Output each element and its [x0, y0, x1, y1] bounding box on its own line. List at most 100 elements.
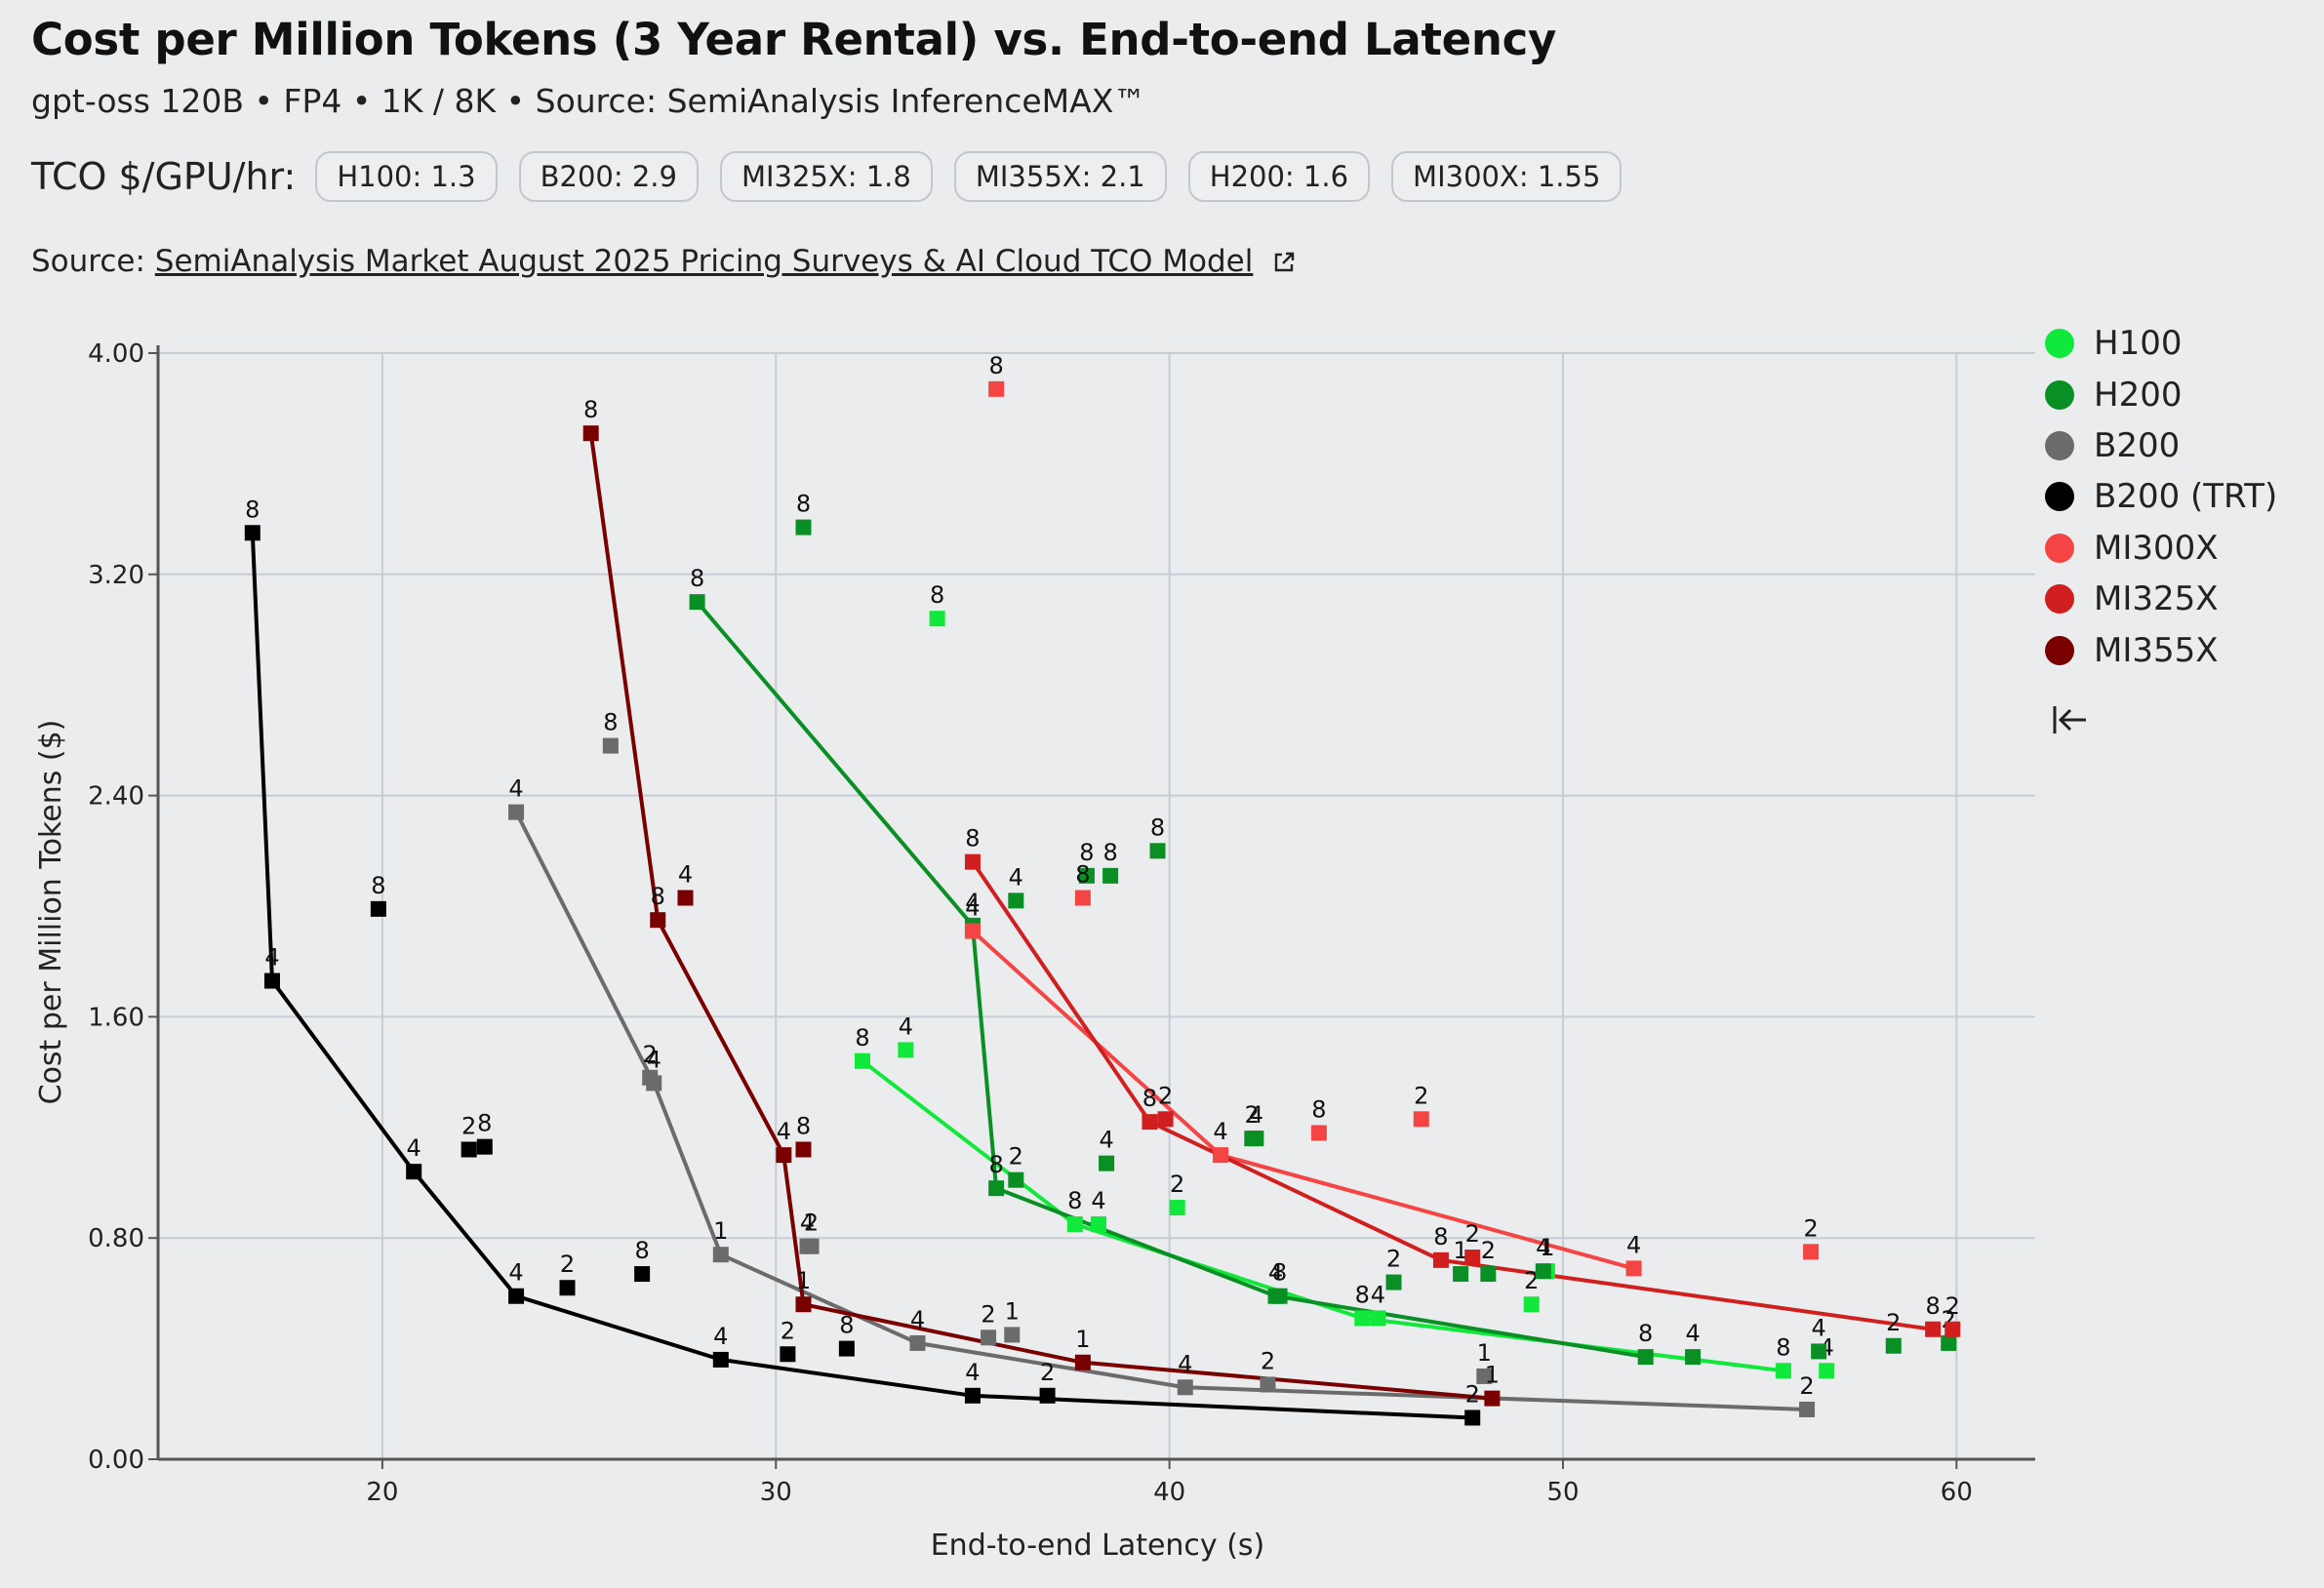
data-point-h200[interactable]	[795, 519, 812, 536]
data-point-b200[interactable]	[646, 1075, 662, 1092]
data-point-mi355x[interactable]	[582, 425, 599, 442]
data-point-b200[interactable]	[803, 1238, 820, 1254]
data-point-b200-trt[interactable]	[712, 1351, 729, 1368]
data-point-h200[interactable]	[1637, 1349, 1654, 1366]
data-point-mi355x[interactable]	[795, 1141, 812, 1158]
data-point-mi325x[interactable]	[964, 854, 981, 870]
data-point-h100[interactable]	[1354, 1310, 1371, 1327]
data-point-h200[interactable]	[1685, 1349, 1702, 1366]
legend-item-mi355x[interactable]: MI355X	[2045, 624, 2277, 675]
data-point-h200[interactable]	[1078, 867, 1095, 884]
data-point-h100[interactable]	[1775, 1363, 1791, 1379]
data-point-h100[interactable]	[929, 611, 945, 627]
data-point-h200[interactable]	[1480, 1266, 1497, 1283]
data-point-h200[interactable]	[1941, 1334, 1957, 1351]
data-point-b200-trt[interactable]	[1464, 1409, 1481, 1426]
data-point-b200-trt[interactable]	[964, 1387, 981, 1404]
data-point-b200[interactable]	[1177, 1379, 1193, 1396]
data-point-h100[interactable]	[1370, 1310, 1386, 1327]
data-point-mi300x[interactable]	[1310, 1125, 1327, 1141]
data-point-h200[interactable]	[1385, 1274, 1402, 1290]
data-point-h200[interactable]	[1008, 893, 1024, 909]
data-point-h200[interactable]	[1811, 1343, 1827, 1360]
legend-item-mi300x[interactable]: MI300X	[2045, 523, 2277, 574]
data-point-b200[interactable]	[1260, 1376, 1276, 1393]
point-label: 4	[965, 889, 980, 916]
data-point-b200-trt[interactable]	[508, 1288, 525, 1304]
data-point-mi300x[interactable]	[1803, 1244, 1820, 1260]
data-point-h200[interactable]	[1271, 1288, 1288, 1304]
data-point-h200[interactable]	[1149, 843, 1166, 859]
data-point-b200-trt[interactable]	[244, 525, 260, 541]
data-point-mi325x[interactable]	[1464, 1250, 1481, 1266]
external-link-icon[interactable]	[1272, 251, 1296, 274]
data-point-b200-trt[interactable]	[838, 1340, 855, 1357]
data-point-mi355x[interactable]	[677, 890, 694, 906]
legend-item-b200[interactable]: B200	[2045, 420, 2277, 471]
tco-chip-h100[interactable]: H100: 1.3	[315, 151, 498, 202]
data-point-b200-trt[interactable]	[780, 1346, 796, 1363]
data-point-mi355x[interactable]	[1484, 1390, 1501, 1407]
data-point-b200[interactable]	[508, 804, 525, 820]
data-point-mi325x[interactable]	[1925, 1321, 1942, 1337]
tco-chip-mi355x[interactable]: MI355X: 2.1	[953, 151, 1167, 202]
data-point-b200-trt[interactable]	[370, 900, 386, 917]
data-point-h100[interactable]	[898, 1042, 914, 1058]
data-point-h100[interactable]	[1169, 1200, 1185, 1216]
data-point-b200[interactable]	[1004, 1327, 1021, 1343]
data-point-b200-trt[interactable]	[1039, 1387, 1056, 1404]
data-point-h200[interactable]	[1099, 1155, 1115, 1171]
collapse-left-icon[interactable]	[2051, 702, 2090, 737]
data-point-h200[interactable]	[1008, 1171, 1024, 1188]
data-point-h100[interactable]	[1066, 1216, 1083, 1233]
data-point-h200[interactable]	[689, 594, 705, 611]
data-point-mi325x[interactable]	[1157, 1111, 1174, 1128]
data-point-h100[interactable]	[1523, 1296, 1540, 1313]
data-point-h200[interactable]	[1885, 1337, 1902, 1354]
data-point-mi355x[interactable]	[650, 912, 666, 929]
data-point-b200-trt[interactable]	[263, 973, 280, 989]
data-point-mi325x[interactable]	[1142, 1114, 1158, 1131]
data-point-b200[interactable]	[909, 1334, 926, 1351]
data-point-mi300x[interactable]	[1625, 1260, 1642, 1277]
data-point-mi355x[interactable]	[776, 1147, 792, 1164]
legend-item-mi325x[interactable]: MI325X	[2045, 574, 2277, 624]
data-point-b200[interactable]	[1476, 1368, 1493, 1384]
legend-item-b200-trt[interactable]: B200 (TRT)	[2045, 471, 2277, 522]
data-point-b200[interactable]	[712, 1247, 729, 1263]
data-point-mi300x[interactable]	[964, 923, 981, 939]
legend-item-h200[interactable]: H200	[2045, 369, 2277, 419]
data-point-b200-trt[interactable]	[559, 1280, 576, 1296]
data-point-mi355x[interactable]	[1074, 1354, 1091, 1370]
point-label: 1	[713, 1217, 728, 1245]
data-point-mi300x[interactable]	[1213, 1147, 1229, 1164]
data-point-b200-trt[interactable]	[406, 1164, 422, 1180]
data-point-h100[interactable]	[1819, 1363, 1835, 1379]
legend-item-h100[interactable]: H100	[2045, 318, 2277, 369]
data-point-h200[interactable]	[1453, 1266, 1469, 1283]
tco-chip-mi325x[interactable]: MI325X: 1.8	[719, 151, 933, 202]
data-point-b200-trt[interactable]	[476, 1138, 493, 1155]
data-point-mi325x[interactable]	[1432, 1251, 1449, 1268]
data-point-b200[interactable]	[981, 1330, 997, 1346]
data-point-b200-trt[interactable]	[634, 1266, 651, 1283]
data-point-b200[interactable]	[1799, 1401, 1816, 1417]
data-point-mi325x[interactable]	[1944, 1321, 1961, 1337]
data-point-mi355x[interactable]	[795, 1296, 812, 1313]
data-point-h200[interactable]	[1248, 1131, 1264, 1147]
tco-chip-mi300x[interactable]: MI300X: 1.55	[1391, 151, 1623, 202]
data-point-h100[interactable]	[855, 1052, 871, 1069]
data-point-h200[interactable]	[1535, 1263, 1551, 1280]
tco-chip-h200[interactable]: H200: 1.6	[1187, 151, 1371, 202]
data-point-mi300x[interactable]	[1074, 890, 1091, 906]
point-label: 8	[1638, 1320, 1653, 1347]
data-point-h100[interactable]	[1091, 1216, 1107, 1233]
data-point-b200[interactable]	[602, 737, 619, 754]
tco-chip-b200[interactable]: B200: 2.9	[518, 151, 699, 202]
data-point-mi300x[interactable]	[988, 380, 1005, 397]
data-point-h200[interactable]	[988, 1180, 1005, 1197]
data-point-mi300x[interactable]	[1413, 1111, 1429, 1128]
source-link[interactable]: SemiAnalysis Market August 2025 Pricing …	[154, 244, 1254, 279]
data-point-h200[interactable]	[1102, 867, 1119, 884]
data-point-b200-trt[interactable]	[461, 1141, 477, 1158]
